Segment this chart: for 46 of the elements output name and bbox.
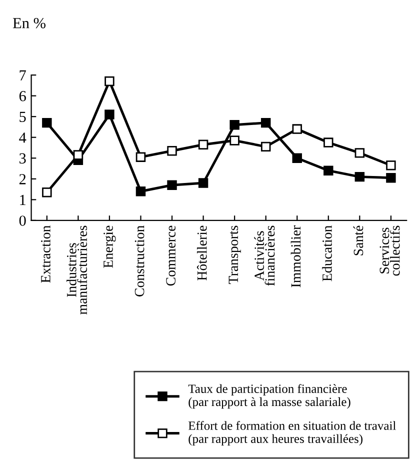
x-tick-label: Transports bbox=[228, 226, 241, 284]
x-tick-label: Construction bbox=[134, 226, 144, 296]
y-tick-label: 0 bbox=[19, 216, 26, 226]
y-tick-label: 1 bbox=[20, 194, 26, 205]
x-tick-label: Hôtellerie bbox=[196, 226, 207, 280]
point bbox=[230, 136, 240, 146]
point bbox=[42, 188, 52, 198]
point bbox=[260, 142, 271, 152]
x-tick-label: Immobilier bbox=[290, 225, 301, 288]
point bbox=[42, 118, 52, 128]
legend-label: Effort de formation en situation de travail (par rapport aux heures travaillées) bbox=[188, 421, 396, 446]
point bbox=[104, 110, 114, 120]
point bbox=[73, 150, 84, 160]
y-tick-label: 5 bbox=[20, 112, 26, 122]
x-tick-label: Industries manufacturières bbox=[66, 226, 87, 314]
point bbox=[292, 153, 302, 163]
point bbox=[292, 124, 302, 134]
point bbox=[136, 186, 146, 196]
x-tick-label: Services collectifs bbox=[380, 226, 400, 276]
y-tick-label: 7 bbox=[20, 70, 26, 80]
x-tick-label: Energie bbox=[104, 226, 116, 268]
point bbox=[230, 120, 240, 130]
point bbox=[354, 172, 365, 182]
point bbox=[198, 178, 208, 188]
y-tick-label: 6 bbox=[19, 90, 26, 102]
point bbox=[104, 76, 114, 86]
y-tick-label: 4 bbox=[19, 132, 26, 143]
point bbox=[167, 146, 177, 156]
legend-label: Taux de participation financière (par rapport à la masse salariale) bbox=[188, 384, 350, 409]
point bbox=[324, 138, 334, 148]
x-tick-label: Santé bbox=[353, 226, 364, 256]
x-tick-label: Extraction bbox=[41, 226, 50, 283]
point bbox=[136, 152, 146, 162]
y-tick-label: 2 bbox=[19, 174, 26, 184]
point bbox=[386, 172, 396, 183]
point bbox=[167, 180, 177, 190]
point bbox=[324, 166, 334, 176]
point bbox=[386, 160, 396, 170]
point bbox=[354, 148, 365, 158]
point bbox=[260, 118, 271, 128]
x-tick-label: Education bbox=[322, 226, 332, 282]
point bbox=[198, 140, 208, 150]
y-tick-label: 3 bbox=[20, 153, 26, 164]
y-axis-title: En % bbox=[12, 18, 46, 28]
x-tick-label: Commerce bbox=[166, 226, 176, 286]
x-tick-label: Activités financières bbox=[254, 226, 275, 286]
